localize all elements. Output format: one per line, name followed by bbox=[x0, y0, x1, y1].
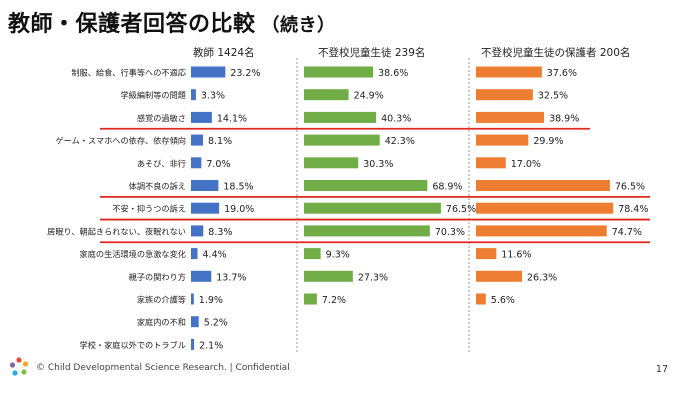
bar-guardian bbox=[476, 157, 506, 169]
data-label-student: 76.5% bbox=[446, 204, 476, 215]
bar-student bbox=[304, 248, 321, 260]
category-label: 不安・抑うつの訴え bbox=[112, 204, 186, 214]
title-main: 教師・保護者回答の比較 bbox=[8, 12, 256, 37]
bar-guardian bbox=[476, 66, 542, 78]
bar-guardian bbox=[476, 89, 533, 101]
bar-teacher bbox=[191, 157, 202, 169]
bar-guardian bbox=[476, 270, 523, 282]
data-label-student: 38.6% bbox=[378, 68, 408, 79]
data-label-teacher: 8.1% bbox=[208, 136, 232, 147]
data-label-teacher: 18.5% bbox=[223, 182, 253, 193]
data-label-guardian: 38.9% bbox=[549, 113, 579, 124]
bar-guardian bbox=[476, 293, 486, 305]
bar-student bbox=[304, 225, 430, 237]
data-label-student: 42.3% bbox=[385, 136, 415, 147]
category-label: 制服、給食、行事等への不適応 bbox=[71, 68, 186, 78]
data-label-guardian: 76.5% bbox=[615, 182, 645, 193]
category-label: ゲーム・スマホへの依存、依存傾向 bbox=[55, 136, 186, 146]
bar-student bbox=[304, 134, 380, 146]
data-label-guardian: 32.5% bbox=[538, 91, 568, 102]
category-label: 学級編制等の問題 bbox=[120, 90, 186, 100]
data-label-teacher: 1.9% bbox=[199, 295, 223, 306]
bar-teacher bbox=[191, 134, 203, 146]
bar-teacher bbox=[191, 66, 226, 78]
data-label-student: 40.3% bbox=[381, 113, 411, 124]
data-label-student: 24.9% bbox=[354, 91, 384, 102]
data-label-guardian: 26.3% bbox=[527, 272, 557, 283]
bar-teacher bbox=[191, 316, 199, 328]
data-label-teacher: 23.2% bbox=[230, 68, 260, 79]
category-label: あそび、非行 bbox=[137, 158, 186, 168]
bar-student bbox=[304, 89, 349, 101]
category-label: 家族の介護等 bbox=[137, 295, 186, 305]
bar-teacher bbox=[191, 338, 195, 350]
data-label-teacher: 13.7% bbox=[216, 272, 246, 283]
data-label-guardian: 5.6% bbox=[491, 295, 515, 306]
data-label-teacher: 14.1% bbox=[217, 113, 247, 124]
data-label-guardian: 11.6% bbox=[501, 250, 531, 261]
data-label-student: 30.3% bbox=[363, 159, 393, 170]
bar-teacher bbox=[191, 89, 196, 101]
teacher-series-header: 教師 1424名 bbox=[193, 47, 255, 59]
bar-student bbox=[304, 270, 353, 282]
guardian-series-header: 不登校児童生徒の保護者 200名 bbox=[481, 47, 631, 59]
category-label: 学校・家庭以外でのトラブル bbox=[80, 340, 186, 350]
bar-student bbox=[304, 157, 359, 169]
category-label: 親子の関わり方 bbox=[129, 272, 186, 282]
data-label-teacher: 5.2% bbox=[204, 318, 228, 329]
page-number: 17 bbox=[655, 364, 668, 375]
data-label-student: 7.2% bbox=[322, 295, 346, 306]
bar-guardian bbox=[476, 248, 497, 260]
data-label-guardian: 37.6% bbox=[547, 68, 577, 79]
category-label: 感覚の過敏さ bbox=[137, 113, 186, 123]
footer-copyright: © Child Developmental Science Research. … bbox=[36, 363, 290, 373]
bar-guardian bbox=[476, 111, 545, 123]
data-label-teacher: 19.0% bbox=[224, 204, 254, 215]
bar-student bbox=[304, 180, 428, 191]
data-label-guardian: 29.9% bbox=[533, 136, 563, 147]
bar-teacher bbox=[191, 270, 212, 282]
bar-teacher bbox=[191, 248, 198, 260]
data-label-teacher: 8.3% bbox=[208, 227, 232, 238]
bar-teacher bbox=[191, 111, 212, 123]
data-label-teacher: 3.3% bbox=[201, 91, 225, 102]
bar-teacher bbox=[191, 180, 219, 191]
bar-guardian bbox=[476, 134, 529, 146]
data-label-guardian: 17.0% bbox=[511, 159, 541, 170]
data-label-student: 9.3% bbox=[326, 250, 350, 261]
bar-guardian bbox=[476, 180, 610, 191]
title-suffix: （続き） bbox=[261, 15, 336, 36]
category-label: 居眠り、朝起きられない、夜眠れない bbox=[47, 226, 186, 236]
bar-teacher bbox=[191, 225, 204, 237]
bar-guardian bbox=[476, 225, 607, 237]
category-label: 家庭の生活環境の急激な変化 bbox=[80, 249, 186, 259]
bar-student bbox=[304, 111, 377, 123]
bar-guardian bbox=[476, 202, 614, 214]
slide-title: 教師・保護者回答の比較 （続き） bbox=[8, 6, 336, 38]
data-label-guardian: 78.4% bbox=[618, 204, 648, 215]
data-label-student: 68.9% bbox=[432, 182, 462, 193]
category-label: 体調不良の訴え bbox=[129, 181, 186, 191]
student-series-header: 不登校児童生徒 239名 bbox=[318, 47, 426, 59]
data-label-student: 70.3% bbox=[435, 227, 465, 238]
bar-student bbox=[304, 202, 441, 214]
bar-student bbox=[304, 293, 317, 305]
category-label: 家庭内の不和 bbox=[137, 317, 186, 327]
data-label-teacher: 2.1% bbox=[199, 340, 223, 351]
bar-teacher bbox=[191, 202, 220, 214]
company-logo-icon bbox=[9, 357, 29, 376]
bar-student bbox=[304, 66, 374, 78]
data-label-student: 27.3% bbox=[358, 272, 388, 283]
data-label-guardian: 74.7% bbox=[612, 227, 642, 238]
data-label-teacher: 4.4% bbox=[203, 250, 227, 261]
bar-teacher bbox=[191, 293, 194, 305]
data-label-teacher: 7.0% bbox=[206, 159, 230, 170]
